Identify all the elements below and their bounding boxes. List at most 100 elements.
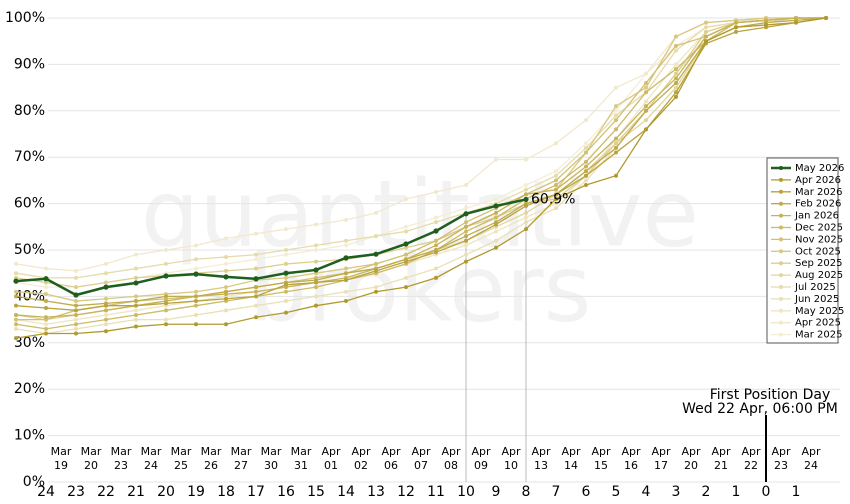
y-tick-label: 60% bbox=[14, 196, 45, 212]
data-point bbox=[374, 261, 378, 266]
data-point bbox=[254, 252, 258, 257]
legend-label: Jan 2026 bbox=[794, 211, 839, 222]
x-tick-label: 19 bbox=[187, 484, 205, 500]
date-label: Mar bbox=[261, 445, 282, 458]
date-label: Apr bbox=[591, 445, 611, 458]
date-label: Mar bbox=[201, 445, 222, 458]
data-point bbox=[434, 275, 438, 280]
date-label: 02 bbox=[354, 459, 368, 472]
data-point bbox=[104, 322, 108, 327]
x-tick-label: 24 bbox=[37, 484, 55, 500]
data-point bbox=[824, 16, 828, 20]
date-label: Mar bbox=[291, 445, 312, 458]
data-point bbox=[494, 215, 498, 220]
data-point bbox=[314, 280, 318, 285]
data-point bbox=[644, 108, 648, 113]
date-label: Mar bbox=[171, 445, 192, 458]
data-point bbox=[314, 303, 318, 308]
data-point bbox=[374, 210, 378, 215]
legend-label: Jul 2025 bbox=[794, 282, 836, 293]
data-point bbox=[253, 276, 259, 282]
data-point bbox=[584, 141, 588, 146]
data-point bbox=[104, 296, 108, 301]
data-point bbox=[14, 289, 18, 294]
data-point bbox=[164, 294, 168, 299]
data-point bbox=[584, 150, 588, 155]
data-point bbox=[194, 243, 198, 248]
data-point bbox=[74, 299, 78, 304]
date-label: 13 bbox=[534, 459, 548, 472]
data-point bbox=[254, 294, 258, 299]
data-point bbox=[373, 251, 379, 257]
date-label: Apr bbox=[741, 445, 761, 458]
data-point bbox=[464, 259, 468, 264]
data-point bbox=[164, 261, 168, 266]
data-point bbox=[254, 231, 258, 236]
data-point bbox=[134, 294, 138, 299]
data-point bbox=[13, 278, 19, 284]
value-label: 60.9% bbox=[531, 191, 575, 207]
y-tick-label: 50% bbox=[14, 242, 45, 258]
data-point bbox=[14, 322, 18, 327]
data-point bbox=[614, 145, 618, 150]
data-point bbox=[284, 248, 288, 252]
legend-marker bbox=[779, 261, 783, 266]
data-point bbox=[584, 173, 588, 178]
data-point bbox=[404, 224, 408, 229]
data-point bbox=[674, 94, 678, 99]
data-point bbox=[194, 312, 198, 317]
series bbox=[14, 16, 828, 320]
data-point bbox=[704, 20, 708, 25]
x-tick-label: 14 bbox=[337, 484, 355, 500]
data-point bbox=[44, 315, 48, 320]
data-point bbox=[704, 25, 708, 30]
data-point bbox=[224, 296, 228, 301]
x-tick-label: 8 bbox=[522, 484, 531, 500]
data-point bbox=[164, 317, 168, 322]
date-label: Mar bbox=[81, 445, 102, 458]
data-point bbox=[584, 159, 588, 164]
legend-label: May 2026 bbox=[795, 163, 844, 174]
data-point bbox=[344, 238, 348, 243]
data-point bbox=[194, 257, 198, 262]
legend-label: Mar 2026 bbox=[795, 187, 843, 198]
data-point bbox=[74, 326, 78, 331]
data-point bbox=[674, 62, 678, 67]
data-point bbox=[523, 196, 529, 203]
data-point bbox=[704, 39, 708, 44]
data-point bbox=[493, 203, 499, 209]
data-point bbox=[74, 285, 78, 290]
data-point bbox=[133, 280, 139, 286]
date-label: 24 bbox=[804, 459, 818, 472]
y-tick-label: 20% bbox=[14, 381, 45, 397]
date-label: 24 bbox=[144, 459, 158, 472]
data-point bbox=[134, 303, 138, 308]
date-label: Mar bbox=[51, 445, 72, 458]
data-point bbox=[104, 261, 108, 266]
watermark: brokers bbox=[249, 235, 592, 342]
data-point bbox=[464, 238, 468, 243]
data-point bbox=[464, 252, 468, 257]
data-point bbox=[284, 299, 288, 304]
data-point bbox=[434, 266, 438, 271]
data-point bbox=[14, 336, 18, 341]
data-point bbox=[554, 183, 558, 188]
data-point bbox=[734, 25, 738, 30]
date-label: Mar bbox=[231, 445, 252, 458]
x-tick-label: 21 bbox=[127, 484, 145, 500]
data-point bbox=[314, 243, 318, 248]
data-point bbox=[674, 71, 678, 76]
data-point bbox=[404, 252, 408, 257]
y-tick-label: 100% bbox=[5, 10, 45, 26]
data-point bbox=[224, 285, 228, 290]
data-point bbox=[644, 99, 648, 104]
data-point bbox=[134, 275, 138, 280]
date-label: 07 bbox=[414, 459, 428, 472]
data-point bbox=[104, 312, 108, 317]
date-label: 16 bbox=[624, 459, 638, 472]
date-label: 06 bbox=[384, 459, 398, 472]
data-point bbox=[614, 136, 618, 141]
data-point bbox=[224, 254, 228, 259]
data-point bbox=[614, 85, 618, 90]
data-point bbox=[254, 257, 258, 262]
